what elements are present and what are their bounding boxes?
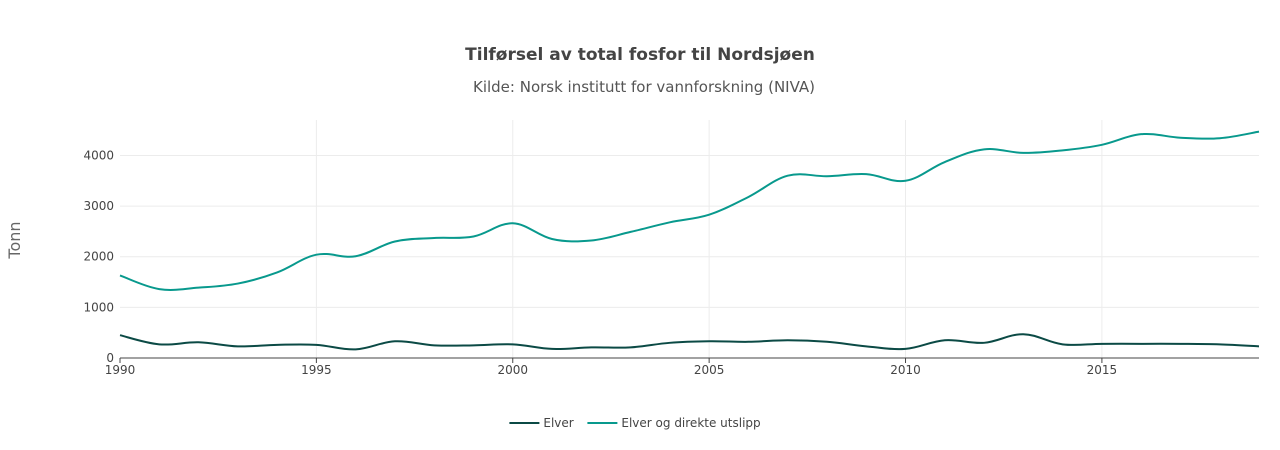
legend-label-elver: Elver	[543, 416, 573, 430]
y-tick-label: 0	[106, 351, 114, 365]
legend-label-elver-og-direkte-utslipp: Elver og direkte utslipp	[621, 416, 760, 430]
y-tick-label: 2000	[83, 250, 114, 264]
chart-title: Tilførsel av total fosfor til Nordsjøen	[465, 45, 815, 65]
x-tick-label: 2000	[497, 363, 528, 377]
x-tick-label: 2015	[1087, 363, 1118, 377]
y-tick-label: 3000	[83, 199, 114, 213]
x-tick-label: 2005	[694, 363, 725, 377]
axes: 0 1000 2000 3000 4000 1990 1995 2000 2005 2010 201…	[83, 148, 1259, 377]
grid	[120, 120, 1259, 358]
y-tick-label: 1000	[83, 300, 114, 314]
y-axis-label: Tonn	[5, 221, 24, 259]
x-tick-label: 1995	[301, 363, 332, 377]
series	[119, 130, 1260, 351]
x-tick-label: 1990	[105, 363, 136, 377]
chart-subtitle: Kilde: Norsk institutt for vannforskning…	[473, 78, 815, 96]
series-line-elver-og-direkte-utslipp	[119, 130, 1260, 291]
series-line-elver	[119, 333, 1260, 351]
x-tick-label: 2010	[890, 363, 921, 377]
y-tick-label: 4000	[83, 148, 114, 162]
legend: Elver Elver og direkte utslipp	[509, 416, 761, 430]
